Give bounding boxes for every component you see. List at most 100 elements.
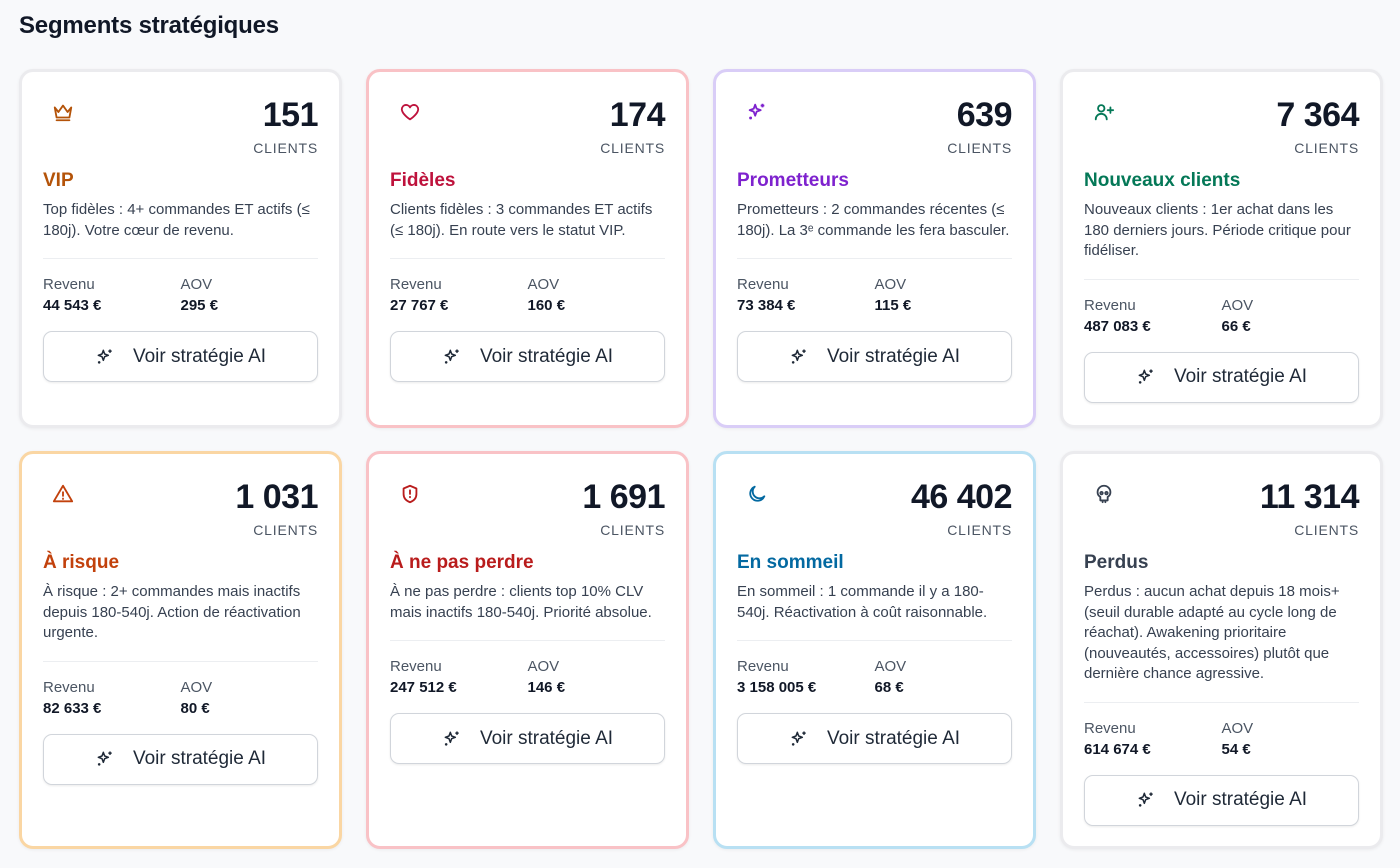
segment-card-fideles: 174 CLIENTS Fidèles Clients fidèles : 3 …	[366, 69, 689, 428]
ai-strategy-button[interactable]: Voir stratégie AI	[43, 331, 318, 382]
heart-icon	[399, 101, 421, 123]
ai-strategy-button[interactable]: Voir stratégie AI	[1084, 351, 1359, 403]
segment-description: Top fidèles : 4+ commandes ET actifs (≤ …	[43, 200, 318, 259]
skull-icon	[1093, 483, 1115, 505]
segment-description: En sommeil : 1 commande il y a 180-540j.…	[737, 582, 1012, 641]
revenue-value: 614 674 €	[1084, 740, 1151, 758]
ai-strategy-button[interactable]: Voir stratégie AI	[390, 713, 665, 764]
sparkles-icon	[789, 729, 809, 749]
revenue-value: 247 512 €	[390, 679, 457, 696]
sparkles-icon	[746, 101, 768, 123]
segments-grid: 151 CLIENTS VIP Top fidèles : 4+ command…	[19, 69, 1383, 849]
segment-count-label: CLIENTS	[947, 140, 1012, 156]
revenue-label: Revenu	[390, 658, 442, 675]
segment-description: Perdus : aucun achat depuis 18 mois+ (se…	[1084, 582, 1359, 703]
aov-value: 295 €	[180, 297, 219, 314]
segment-metrics: Revenu 614 674 € AOV 54 €	[1084, 720, 1359, 758]
segment-name: À risque	[43, 552, 120, 573]
segment-metrics: Revenu 487 083 € AOV 66 €	[1084, 297, 1359, 335]
segment-metrics: Revenu 44 543 € AOV 295 €	[43, 276, 318, 314]
segment-card-en-sommeil: 46 402 CLIENTS En sommeil En sommeil : 1…	[713, 451, 1036, 849]
segment-count-label: CLIENTS	[253, 140, 318, 156]
revenue-label: Revenu	[390, 276, 442, 293]
ai-strategy-button-label: Voir stratégie AI	[479, 727, 614, 749]
aov-label: AOV	[874, 276, 907, 293]
segment-count: 1 031	[235, 478, 318, 516]
ai-strategy-button-label: Voir stratégie AI	[1173, 366, 1308, 387]
segment-description: Prometteurs : 2 commandes récentes (≤ 18…	[737, 200, 1012, 259]
sparkles-icon	[95, 347, 115, 367]
segment-count: 151	[262, 96, 319, 134]
ai-strategy-button-label: Voir stratégie AI	[479, 345, 614, 367]
segment-card-vip: 151 CLIENTS VIP Top fidèles : 4+ command…	[19, 69, 342, 428]
sparkles-icon	[95, 749, 115, 769]
shield-alert-icon	[399, 483, 421, 505]
segment-name: Nouveaux clients	[1084, 170, 1241, 191]
sparkles-icon	[1136, 790, 1156, 810]
revenue-value: 73 384 €	[737, 297, 796, 314]
ai-strategy-button-label: Voir stratégie AI	[826, 727, 961, 749]
segment-card-nouveaux-clients: 7 364 CLIENTS Nouveaux clients Nouveaux …	[1060, 69, 1383, 428]
page-title: Segments stratégiques	[19, 12, 279, 39]
ai-strategy-button[interactable]: Voir stratégie AI	[1084, 774, 1359, 826]
segment-description: Nouveaux clients : 1er achat dans les 18…	[1084, 200, 1359, 280]
aov-value: 146 €	[527, 679, 566, 696]
segment-name: Fidèles	[390, 170, 456, 191]
segment-count-label: CLIENTS	[1294, 140, 1359, 156]
segment-description: Clients fidèles : 3 commandes ET actifs …	[390, 200, 665, 259]
segment-card-prometteurs: 639 CLIENTS Prometteurs Prometteurs : 2 …	[713, 69, 1036, 428]
segment-count: 639	[956, 96, 1013, 134]
crown-icon	[52, 101, 74, 123]
sparkles-icon	[1136, 367, 1156, 387]
aov-label: AOV	[874, 658, 907, 675]
segment-count-label: CLIENTS	[600, 522, 665, 538]
segment-count: 46 402	[911, 478, 1013, 516]
revenue-label: Revenu	[1084, 296, 1136, 314]
segment-count-label: CLIENTS	[947, 522, 1012, 538]
segment-count: 1 691	[582, 478, 665, 516]
aov-label: AOV	[527, 276, 560, 293]
segment-count-label: CLIENTS	[600, 140, 665, 156]
segment-name: En sommeil	[737, 552, 844, 573]
aov-label: AOV	[1221, 296, 1254, 314]
ai-strategy-button-label: Voir stratégie AI	[826, 345, 961, 367]
aov-label: AOV	[180, 276, 213, 293]
ai-strategy-button[interactable]: Voir stratégie AI	[737, 331, 1012, 382]
ai-strategy-button-label: Voir stratégie AI	[1173, 789, 1308, 810]
segment-metrics: Revenu 3 158 005 € AOV 68 €	[737, 658, 1012, 696]
sparkles-icon	[442, 729, 462, 749]
segment-metrics: Revenu 82 633 € AOV 80 €	[43, 679, 318, 717]
warning-icon	[52, 483, 74, 505]
revenue-label: Revenu	[737, 658, 789, 675]
segment-name: Perdus	[1084, 552, 1149, 573]
ai-strategy-button[interactable]: Voir stratégie AI	[43, 733, 318, 785]
ai-strategy-button-label: Voir stratégie AI	[132, 748, 267, 769]
sparkles-icon	[789, 347, 809, 367]
aov-value: 66 €	[1221, 317, 1251, 335]
aov-label: AOV	[180, 678, 213, 696]
revenue-label: Revenu	[1084, 719, 1136, 737]
aov-value: 68 €	[874, 679, 904, 696]
aov-label: AOV	[527, 658, 560, 675]
segment-name: À ne pas perdre	[390, 552, 534, 573]
segment-metrics: Revenu 73 384 € AOV 115 €	[737, 276, 1012, 314]
segment-card-a-risque: 1 031 CLIENTS À risque À risque : 2+ com…	[19, 451, 342, 849]
aov-value: 115 €	[874, 297, 912, 314]
ai-strategy-button[interactable]: Voir stratégie AI	[390, 331, 665, 382]
segment-count: 174	[609, 96, 666, 134]
revenue-label: Revenu	[737, 276, 789, 293]
segment-count: 7 364	[1276, 96, 1359, 134]
revenue-value: 3 158 005 €	[737, 679, 817, 696]
sparkles-icon	[442, 347, 462, 367]
revenue-value: 487 083 €	[1084, 317, 1151, 335]
segment-description: À ne pas perdre : clients top 10% CLV ma…	[390, 582, 665, 641]
segment-name: Prometteurs	[737, 170, 849, 191]
revenue-value: 44 543 €	[43, 297, 102, 314]
revenue-value: 82 633 €	[43, 699, 102, 717]
aov-value: 160 €	[527, 297, 566, 314]
aov-value: 54 €	[1221, 740, 1251, 758]
segment-description: À risque : 2+ commandes mais inactifs de…	[43, 582, 318, 662]
revenue-label: Revenu	[43, 276, 95, 293]
segment-name: VIP	[43, 170, 74, 191]
ai-strategy-button[interactable]: Voir stratégie AI	[737, 713, 1012, 764]
